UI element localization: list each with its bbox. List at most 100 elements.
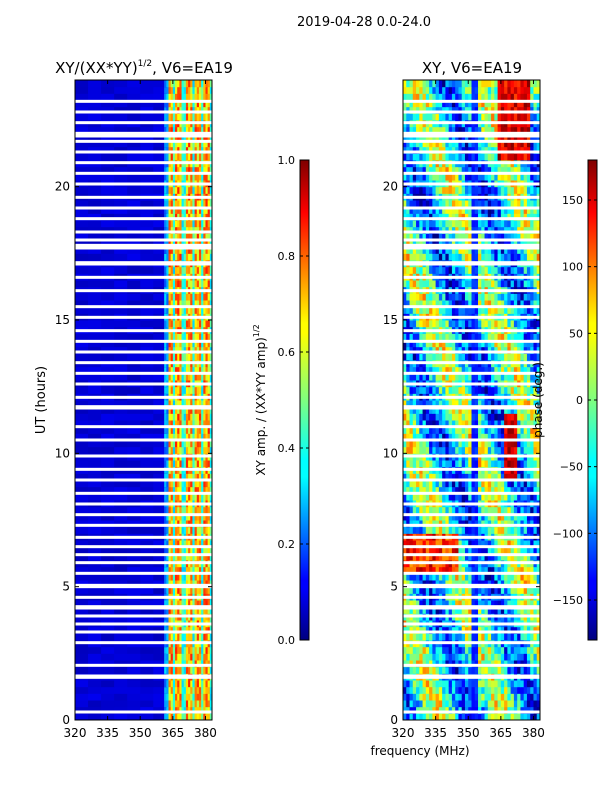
heatmap-cell bbox=[166, 146, 170, 154]
heatmap-cell bbox=[203, 546, 206, 554]
heatmap-cell bbox=[442, 420, 446, 428]
heatmap-cell bbox=[484, 586, 489, 594]
heatmap-cell bbox=[194, 400, 198, 408]
heatmap-cell bbox=[114, 626, 128, 634]
heatmap-cell bbox=[127, 153, 141, 161]
heatmap-cell bbox=[474, 473, 479, 481]
heatmap-cell bbox=[481, 473, 486, 481]
heatmap-cell bbox=[179, 520, 183, 528]
heatmap-cell bbox=[198, 546, 202, 554]
heatmap-cell bbox=[88, 246, 102, 254]
heatmap-cell bbox=[406, 706, 411, 714]
heatmap-cell bbox=[188, 493, 191, 501]
heatmap-cell bbox=[88, 386, 102, 394]
heatmap-cell bbox=[520, 420, 525, 428]
heatmap-cell bbox=[468, 520, 472, 528]
heatmap-cell bbox=[445, 660, 450, 668]
heatmap-cell bbox=[188, 573, 191, 581]
heatmap-cell bbox=[497, 413, 502, 421]
heatmap-cell bbox=[484, 440, 489, 448]
heatmap-cell bbox=[190, 513, 193, 521]
heatmap-cell bbox=[75, 80, 89, 88]
heatmap-cell bbox=[201, 486, 204, 494]
heatmap-cell bbox=[507, 646, 512, 654]
heatmap-cell bbox=[438, 480, 443, 488]
heatmap-cell bbox=[114, 433, 128, 441]
heatmap-cell bbox=[188, 140, 191, 148]
heatmap-cell bbox=[166, 506, 170, 514]
heatmap-cell bbox=[536, 420, 540, 428]
heatmap-cell bbox=[207, 413, 211, 421]
heatmap-cell bbox=[451, 446, 456, 454]
heatmap-cell bbox=[205, 353, 209, 361]
heatmap-cell bbox=[429, 600, 433, 608]
heatmap-cell bbox=[127, 333, 141, 341]
heatmap-cell bbox=[172, 446, 176, 454]
heatmap-cell bbox=[101, 300, 115, 308]
heatmap-cell bbox=[114, 86, 128, 94]
heatmap-cell bbox=[185, 366, 189, 374]
heatmap-cell bbox=[177, 300, 180, 308]
heatmap-cell bbox=[468, 566, 472, 574]
heatmap-cell bbox=[474, 626, 479, 634]
heatmap-cell bbox=[153, 440, 167, 448]
heatmap-cell bbox=[494, 660, 499, 668]
heatmap-cell bbox=[114, 440, 128, 448]
heatmap-cell bbox=[409, 386, 414, 394]
heatmap-cell bbox=[153, 526, 167, 534]
heatmap-cell bbox=[192, 513, 196, 521]
heatmap-cell bbox=[179, 140, 183, 148]
heatmap-cell bbox=[533, 413, 538, 421]
heatmap-cell bbox=[419, 693, 424, 701]
heatmap-cell bbox=[188, 700, 191, 708]
heatmap-cell bbox=[422, 406, 427, 414]
heatmap-cell bbox=[416, 606, 420, 614]
heatmap-cell bbox=[188, 206, 191, 214]
heatmap-cell bbox=[172, 233, 176, 241]
heatmap-cell bbox=[203, 706, 206, 714]
heatmap-cell bbox=[481, 600, 486, 608]
heatmap-cell bbox=[416, 440, 420, 448]
heatmap-cell bbox=[507, 666, 512, 674]
heatmap-cell bbox=[406, 693, 411, 701]
heatmap-cell bbox=[425, 660, 430, 668]
heatmap-cell bbox=[140, 686, 154, 694]
heatmap-cell bbox=[140, 626, 154, 634]
heatmap-cell bbox=[203, 173, 206, 181]
heatmap-cell bbox=[168, 486, 172, 494]
heatmap-cell bbox=[194, 693, 198, 701]
heatmap-cell bbox=[425, 573, 430, 581]
heatmap-cell bbox=[491, 713, 495, 720]
flagged-row bbox=[75, 217, 212, 221]
heatmap-cell bbox=[435, 660, 440, 668]
heatmap-cell bbox=[185, 166, 189, 174]
heatmap-cell bbox=[198, 493, 202, 501]
heatmap-cell bbox=[185, 400, 189, 408]
heatmap-cell bbox=[451, 460, 456, 468]
heatmap-cell bbox=[500, 426, 505, 434]
heatmap-cell bbox=[536, 633, 540, 641]
heatmap-cell bbox=[140, 126, 154, 134]
heatmap-cell bbox=[209, 553, 212, 561]
heatmap-cell bbox=[196, 686, 200, 694]
heatmap-cell bbox=[181, 140, 185, 148]
heatmap-cell bbox=[533, 473, 538, 481]
heatmap-cell bbox=[491, 566, 495, 574]
heatmap-cell bbox=[201, 493, 204, 501]
heatmap-cell bbox=[75, 486, 89, 494]
heatmap-cell bbox=[198, 353, 202, 361]
heatmap-cell bbox=[166, 213, 170, 221]
heatmap-cell bbox=[455, 680, 459, 688]
heatmap-cell bbox=[172, 480, 176, 488]
heatmap-cell bbox=[422, 680, 427, 688]
heatmap-cell bbox=[526, 446, 531, 454]
heatmap-cell bbox=[185, 266, 189, 274]
heatmap-cell bbox=[172, 320, 176, 328]
heatmap-cell bbox=[412, 653, 417, 661]
heatmap-cell bbox=[75, 333, 89, 341]
heatmap-cell bbox=[474, 686, 479, 694]
heatmap-cell bbox=[198, 580, 202, 588]
heatmap-cell bbox=[435, 406, 440, 414]
heatmap-cell bbox=[179, 413, 183, 421]
heatmap-cell bbox=[471, 606, 476, 614]
